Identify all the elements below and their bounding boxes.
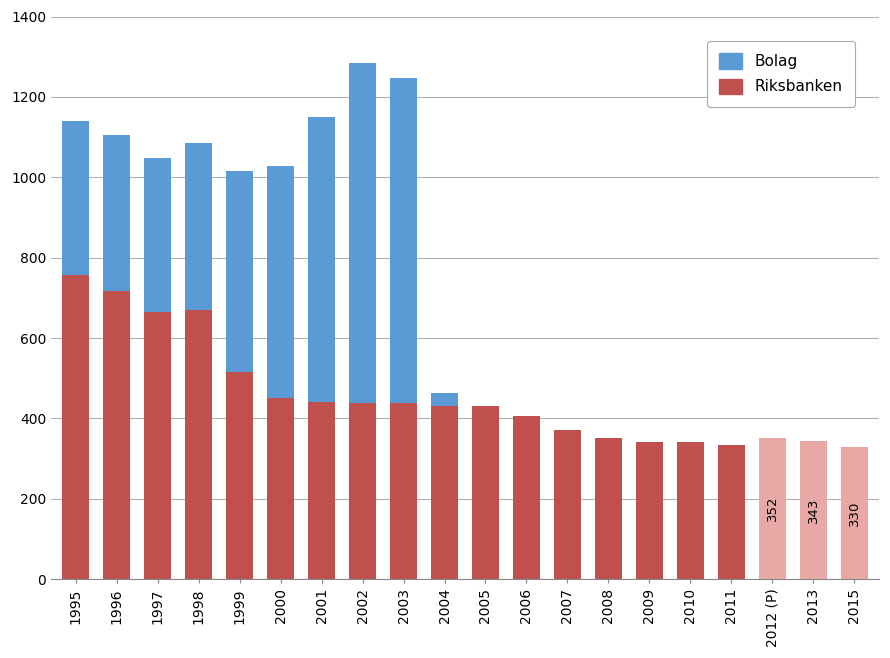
Bar bbox=[308, 117, 335, 402]
Bar bbox=[554, 430, 581, 579]
Legend: Bolag, Riksbanken: Bolag, Riksbanken bbox=[708, 41, 854, 107]
Bar bbox=[62, 121, 89, 275]
Bar bbox=[185, 310, 212, 579]
Bar bbox=[636, 442, 663, 579]
Bar bbox=[144, 158, 171, 312]
Bar bbox=[390, 403, 417, 579]
Text: 343: 343 bbox=[807, 497, 820, 523]
Bar bbox=[144, 312, 171, 579]
Bar bbox=[103, 291, 130, 579]
Bar bbox=[473, 407, 498, 579]
Bar bbox=[267, 166, 294, 398]
Bar bbox=[62, 275, 89, 579]
Text: 330: 330 bbox=[848, 500, 861, 526]
Bar bbox=[841, 447, 868, 579]
Bar bbox=[185, 143, 212, 310]
Bar bbox=[431, 393, 457, 405]
Bar bbox=[308, 402, 335, 579]
Text: 352: 352 bbox=[765, 495, 779, 521]
Bar bbox=[226, 372, 253, 579]
Bar bbox=[800, 442, 827, 579]
Bar bbox=[349, 403, 376, 579]
Bar bbox=[759, 438, 786, 579]
Bar bbox=[267, 398, 294, 579]
Bar bbox=[677, 442, 704, 579]
Bar bbox=[514, 416, 539, 579]
Bar bbox=[103, 135, 130, 291]
Bar bbox=[349, 63, 376, 403]
Bar bbox=[718, 445, 745, 579]
Bar bbox=[431, 405, 457, 579]
Bar bbox=[390, 78, 417, 403]
Bar bbox=[226, 171, 253, 372]
Bar bbox=[595, 438, 622, 579]
